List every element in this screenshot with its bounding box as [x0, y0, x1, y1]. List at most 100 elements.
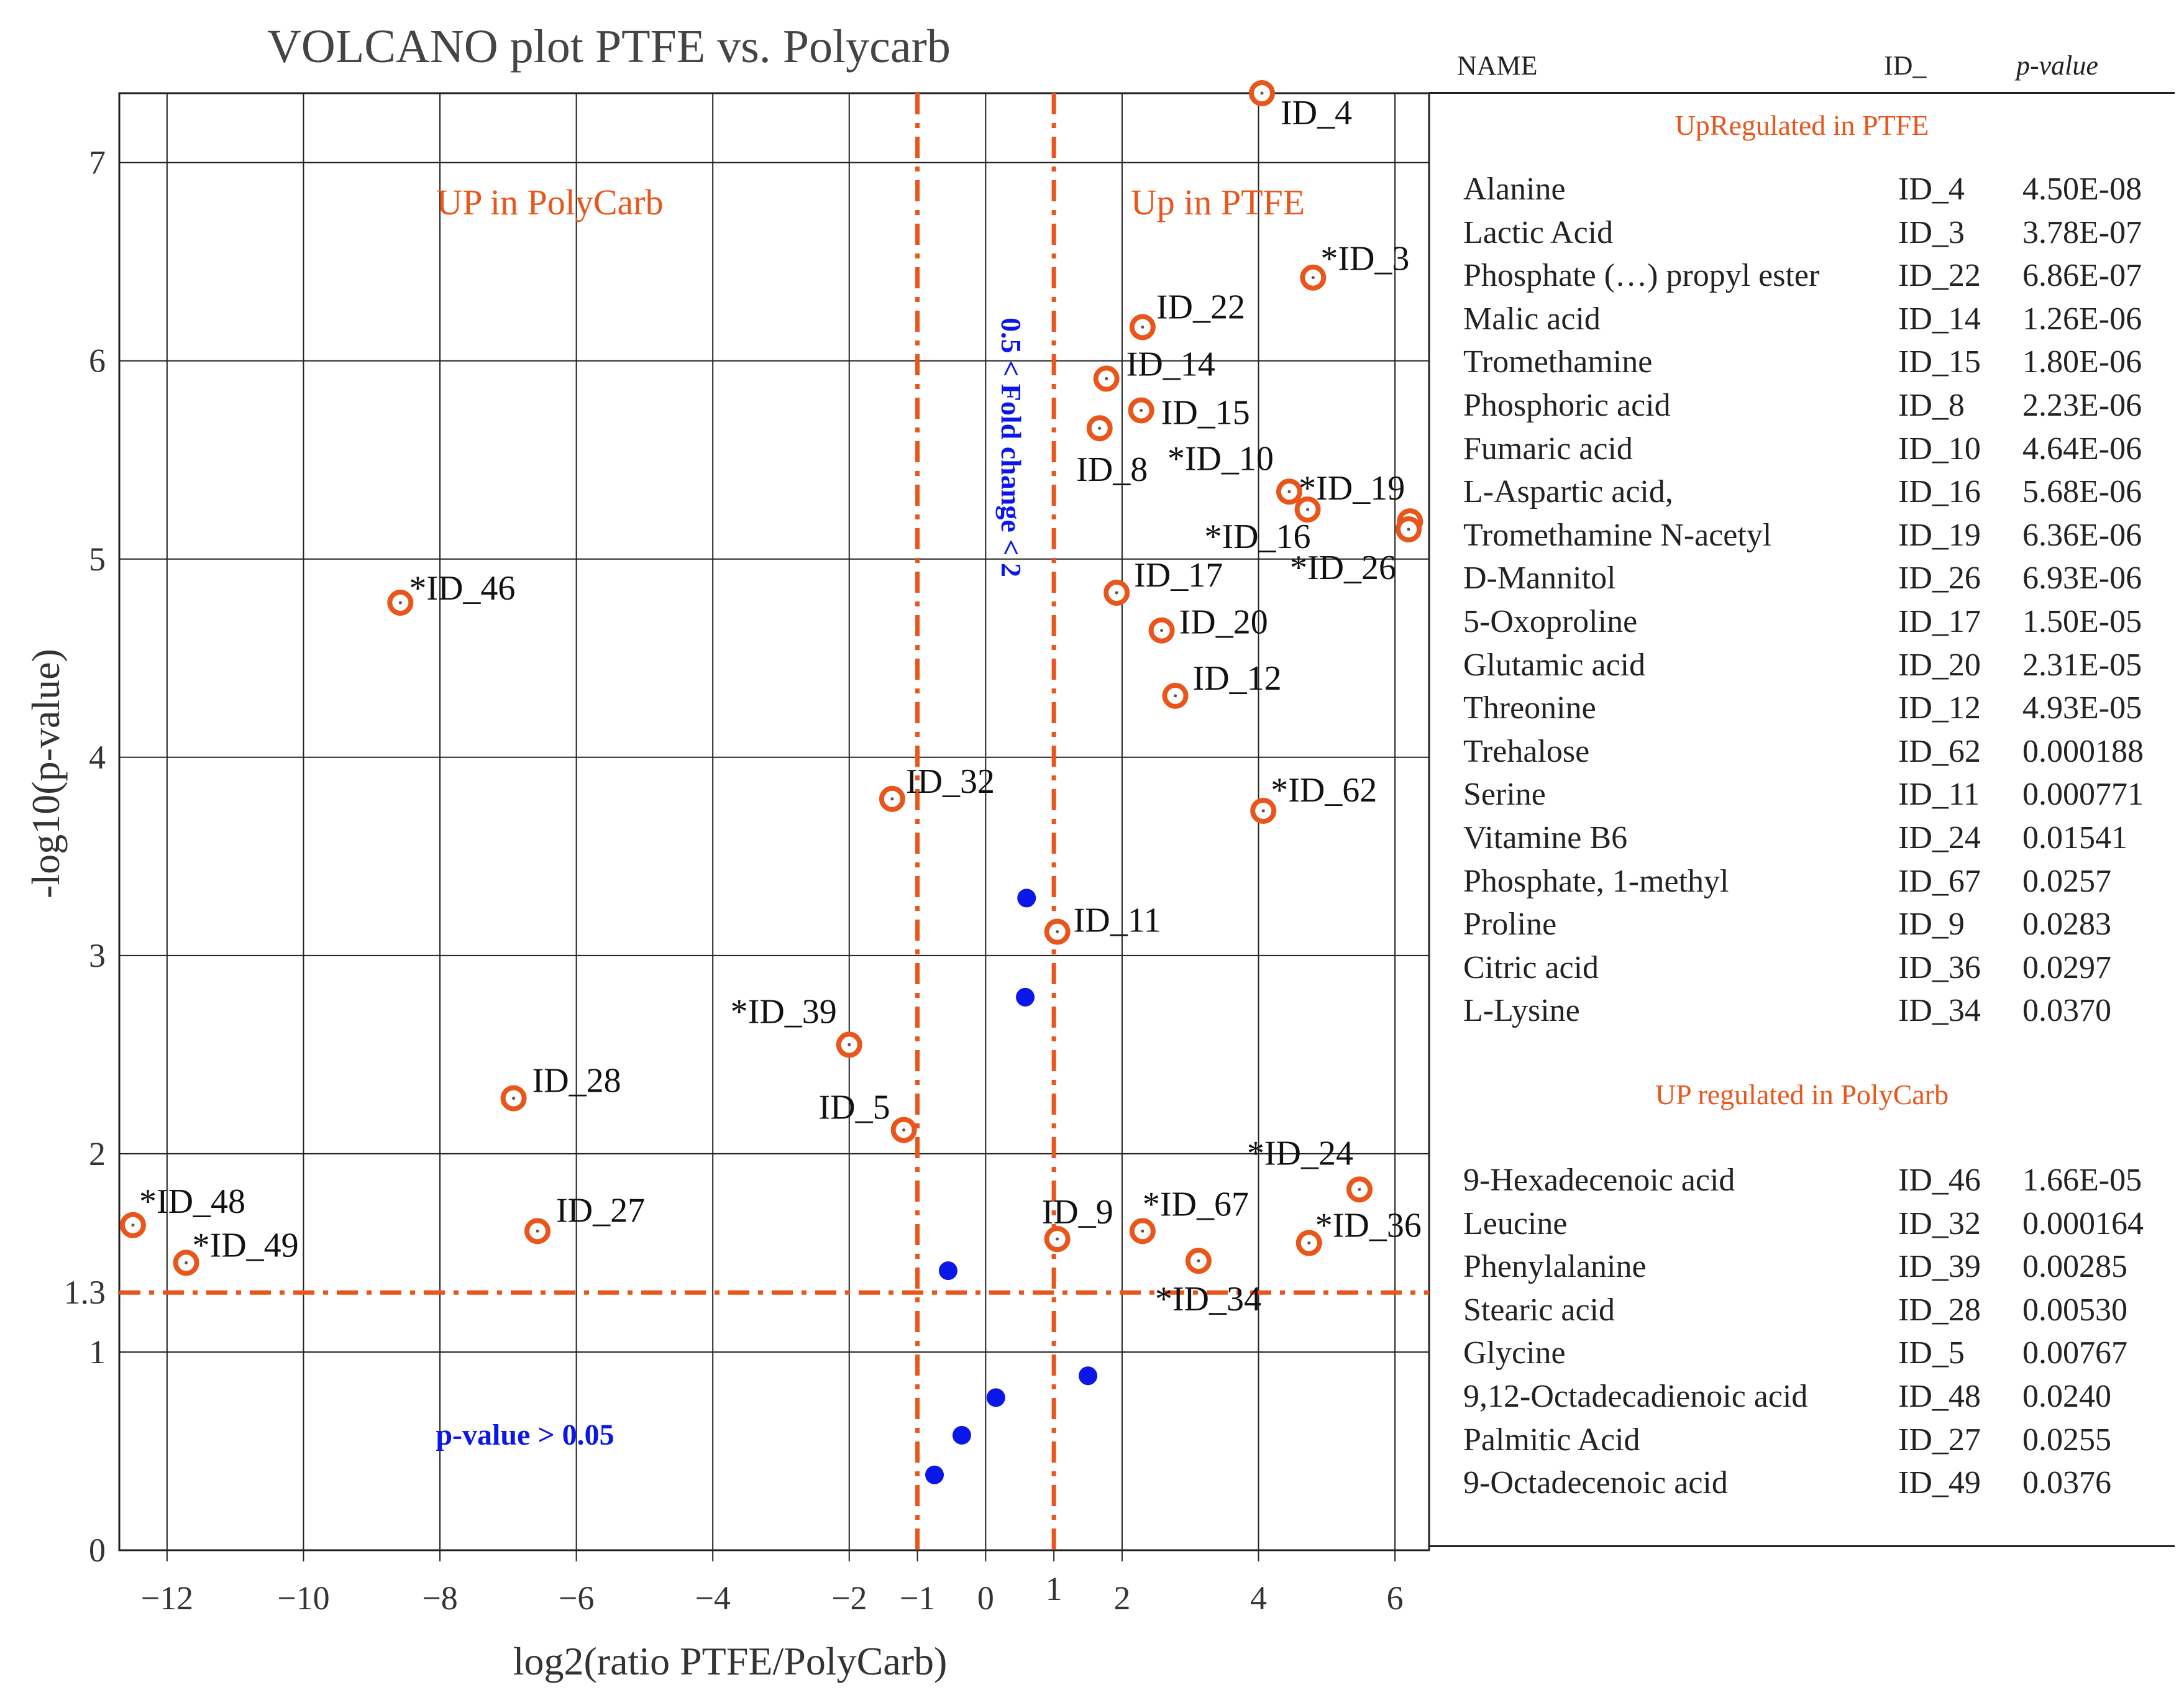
table-cell-name: Phosphate, 1-methyl — [1463, 863, 1729, 899]
table-cell-id: ID_5 — [1898, 1335, 1965, 1371]
x-tick-label: −10 — [277, 1579, 329, 1617]
point-label: *ID_34 — [1155, 1280, 1261, 1318]
table-cell-pvalue: 0.0297 — [2022, 949, 2111, 985]
point-label: ID_11 — [1074, 902, 1161, 940]
significant-point-center — [1141, 325, 1145, 329]
significant-point-center — [1407, 528, 1410, 531]
point-label: ID_28 — [532, 1062, 621, 1100]
point-label: ID_12 — [1193, 659, 1282, 698]
table-cell-name: Palmitic Acid — [1463, 1422, 1640, 1458]
significant-point-center — [1261, 809, 1265, 813]
table-cell-name: Phenylalanine — [1463, 1249, 1647, 1285]
significant-point-center — [1141, 1229, 1145, 1233]
x-tick-label: 6 — [1387, 1579, 1404, 1617]
significant-point-center — [1358, 1187, 1361, 1191]
table-row: Phosphoric acid ID_8 2.23E-06 — [1429, 387, 2175, 431]
table-cell-id: ID_3 — [1898, 214, 1965, 250]
point-label: *ID_3 — [1320, 240, 1409, 278]
table-cell-id: ID_26 — [1898, 560, 1981, 596]
point-label: *ID_24 — [1247, 1134, 1353, 1172]
table-cell-pvalue: 0.000164 — [2022, 1205, 2144, 1241]
table-row: Serine ID_11 0.000771 — [1429, 776, 2175, 820]
table-cell-pvalue: 2.31E-05 — [2022, 647, 2142, 683]
x-tick-label: −2 — [831, 1579, 867, 1617]
table-cell-pvalue: 6.86E-07 — [2022, 258, 2142, 294]
table-cell-name: Citric acid — [1463, 949, 1599, 985]
x-tick-label: −12 — [141, 1579, 193, 1617]
significant-point-center — [1197, 1259, 1200, 1263]
table-cell-name: 9-Hexadecenoic acid — [1463, 1163, 1735, 1198]
table-row: Glutamic acid ID_20 2.31E-05 — [1429, 647, 2175, 690]
table-row: Palmitic Acid ID_27 0.0255 — [1429, 1422, 2175, 1465]
table-cell-id: ID_39 — [1898, 1249, 1981, 1285]
annotation-up-polycarb: UP in PolyCarb — [436, 182, 663, 222]
point-label: ID_27 — [556, 1191, 645, 1230]
point-label: *ID_48 — [139, 1182, 245, 1221]
x-tick-label: 2 — [1113, 1579, 1130, 1617]
nonsignificant-point — [1016, 987, 1035, 1007]
x-tick-label: 4 — [1250, 1579, 1267, 1617]
table-header: NAME ID_ p-value — [1429, 50, 2175, 93]
point-label: ID_22 — [1156, 288, 1245, 326]
table-row: Lactic Acid ID_3 3.78E-07 — [1429, 214, 2175, 258]
significant-point-center — [1260, 91, 1264, 95]
table-cell-id: ID_15 — [1898, 344, 1981, 380]
y-tick-label: 3 — [89, 937, 106, 974]
significant-point-center — [512, 1097, 516, 1100]
table-cell-name: Phosphoric acid — [1463, 388, 1671, 423]
table-cell-pvalue: 0.0240 — [2022, 1379, 2111, 1414]
table-cell-id: ID_62 — [1898, 733, 1981, 769]
point-label: *ID_62 — [1271, 771, 1377, 810]
table-row: Glycine ID_5 0.00767 — [1429, 1335, 2175, 1378]
significant-point-center — [1287, 490, 1291, 493]
table-cell-name: 9-Octadecenoic acid — [1463, 1465, 1728, 1501]
y-tick-label: 2 — [89, 1135, 106, 1172]
table-cell-name: Stearic acid — [1463, 1292, 1615, 1328]
x-tick-label: −8 — [422, 1579, 457, 1617]
table-cell-pvalue: 4.64E-06 — [2022, 431, 2142, 467]
table-cell-name: Malic acid — [1463, 301, 1601, 337]
table-cell-pvalue: 3.78E-07 — [2022, 214, 2142, 250]
table-cell-id: ID_14 — [1898, 301, 1981, 337]
table-cell-id: ID_12 — [1898, 690, 1981, 726]
table-row: Tromethamine N-acetyl ID_19 6.36E-06 — [1429, 517, 2175, 560]
table-cell-name: Phosphate (…) propyl ester — [1463, 258, 1820, 294]
table-row: 9-Hexadecenoic acid ID_46 1.66E-05 — [1429, 1162, 2175, 1205]
table-cell-name: Glutamic acid — [1463, 647, 1646, 683]
table-cell-pvalue: 0.000188 — [2022, 733, 2144, 769]
significant-point-center — [902, 1128, 906, 1132]
results-table: NAME ID_ p-value UpRegulated in PTFE Alan… — [1429, 37, 2175, 1553]
header-divider — [1429, 92, 2175, 94]
y-tick-label: 4 — [89, 739, 106, 776]
table-row: Alanine ID_4 4.50E-08 — [1429, 171, 2175, 214]
table-cell-id: ID_28 — [1898, 1292, 1981, 1328]
table-cell-id: ID_8 — [1898, 388, 1965, 423]
plot-border — [118, 92, 1430, 1551]
table-cell-id: ID_49 — [1898, 1465, 1981, 1501]
table-cell-name: Fumaric acid — [1463, 431, 1633, 467]
table-cell-id: ID_10 — [1898, 431, 1981, 467]
table-cell-id: ID_9 — [1898, 907, 1965, 943]
table-cell-pvalue: 0.00285 — [2022, 1249, 2127, 1285]
table-row: Threonine ID_12 4.93E-05 — [1429, 690, 2175, 733]
point-label: ID_8 — [1076, 450, 1148, 489]
table-cell-id: ID_24 — [1898, 820, 1981, 856]
x-tick-label: −4 — [695, 1579, 730, 1617]
significant-point-center — [1140, 408, 1143, 412]
table-cell-pvalue: 0.000771 — [2022, 777, 2144, 813]
chart-title: VOLCANO plot PTFE vs. Polycarb — [267, 21, 951, 73]
y-tick-label: 6 — [89, 342, 106, 380]
nonsignificant-point — [986, 1388, 1005, 1407]
table-row: Phosphate, 1-methyl ID_67 0.0257 — [1429, 863, 2175, 907]
plot-frame — [118, 92, 1430, 1551]
significant-point-center — [1098, 426, 1102, 430]
point-label: ID_9 — [1042, 1193, 1113, 1231]
table-cell-name: Proline — [1463, 907, 1557, 943]
significant-point-center — [1056, 930, 1059, 934]
table-row: Citric acid ID_36 0.0297 — [1429, 949, 2175, 993]
y-axis-label: -log10(p-value) — [24, 649, 68, 898]
x-tick-label: 1 — [1046, 1570, 1062, 1607]
header-pvalue: p-value — [2016, 50, 2098, 81]
annotation-up-ptfe: Up in PTFE — [1131, 182, 1305, 222]
significant-point-center — [131, 1223, 135, 1227]
